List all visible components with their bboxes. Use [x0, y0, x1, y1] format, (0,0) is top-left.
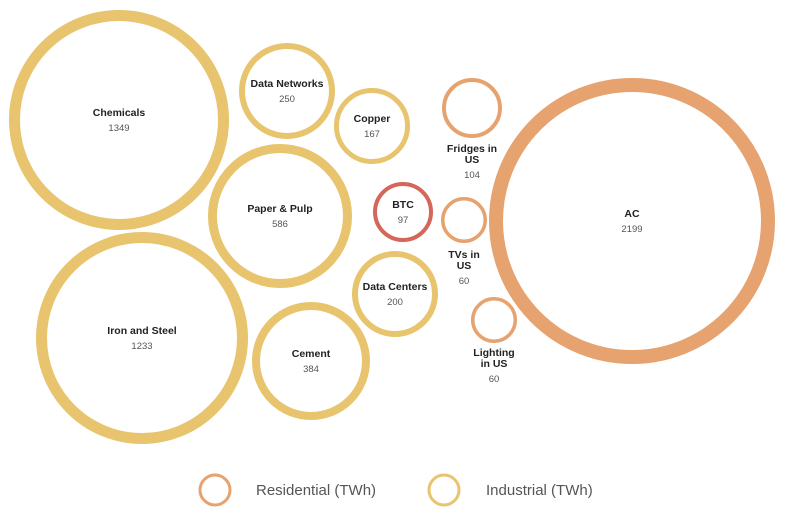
bubble-copper: Copper 167 [334, 88, 410, 164]
bubble-circle [239, 43, 335, 139]
bubble-label: Fridges in [447, 143, 497, 155]
bubble-value: 200 [387, 297, 403, 308]
bubble-circle [489, 78, 775, 364]
bubble-value: 167 [364, 129, 380, 140]
bubble-label: US [465, 154, 480, 166]
bubble-circle [471, 297, 517, 343]
bubble-value: 97 [398, 215, 409, 226]
bubble-label: TVs in [448, 249, 480, 261]
bubble-data-networks: Data Networks 250 [239, 43, 335, 139]
bubble-label: BTC [392, 199, 414, 211]
bubble-ac: AC 2199 [489, 78, 775, 364]
bubbles-group: Chemicals 1349 Iron and Steel 1233 Paper & P… [9, 10, 775, 444]
bubble-value: 104 [464, 170, 480, 181]
bubble-circle [334, 88, 410, 164]
bubble-circle [252, 302, 370, 420]
bubble-circle [9, 10, 229, 230]
bubble-btc: BTC 97 [373, 182, 433, 242]
bubble-value: 60 [489, 374, 500, 385]
bubble-label: US [457, 260, 472, 272]
bubble-label: in US [481, 358, 508, 370]
bubble-value: 1349 [108, 123, 129, 134]
bubble-label: Cement [292, 348, 331, 360]
legend-item-industrial: Industrial (TWh) [427, 473, 593, 507]
legend-item-residential: Residential (TWh) [198, 473, 376, 507]
bubble-circle [208, 144, 352, 288]
bubble-data-centers: Data Centers 200 [352, 251, 438, 337]
bubble-label: Paper & Pulp [247, 203, 312, 215]
legend: Residential (TWh) Industrial (TWh) [198, 473, 593, 507]
bubble-label: Lighting [473, 347, 514, 359]
bubble-value: 250 [279, 94, 295, 105]
bubble-iron-and-steel: Iron and Steel 1233 [36, 232, 248, 444]
bubble-value: 586 [272, 219, 288, 230]
bubble-label: Data Centers [363, 281, 428, 293]
bubble-label: Iron and Steel [107, 325, 177, 337]
bubble-circle [352, 251, 438, 337]
bubble-paper-pulp: Paper & Pulp 586 [208, 144, 352, 288]
bubble-circle [441, 197, 487, 243]
bubble-value: 2199 [621, 224, 642, 235]
legend-label: Industrial (TWh) [486, 482, 593, 499]
bubble-label: Chemicals [93, 107, 146, 119]
bubble-label: Data Networks [251, 78, 324, 90]
bubble-cement: Cement 384 [252, 302, 370, 420]
legend-swatch [198, 473, 232, 507]
bubble-circle [36, 232, 248, 444]
legend-label: Residential (TWh) [256, 482, 376, 499]
bubble-chemicals: Chemicals 1349 [9, 10, 229, 230]
bubble-label: Copper [354, 113, 391, 125]
bubble-value: 384 [303, 364, 319, 375]
bubble-value: 1233 [131, 341, 152, 352]
bubble-value: 60 [459, 276, 470, 287]
bubble-circle [373, 182, 433, 242]
bubble-label: AC [624, 208, 640, 220]
legend-swatch [427, 473, 461, 507]
bubble-circle [442, 78, 502, 138]
